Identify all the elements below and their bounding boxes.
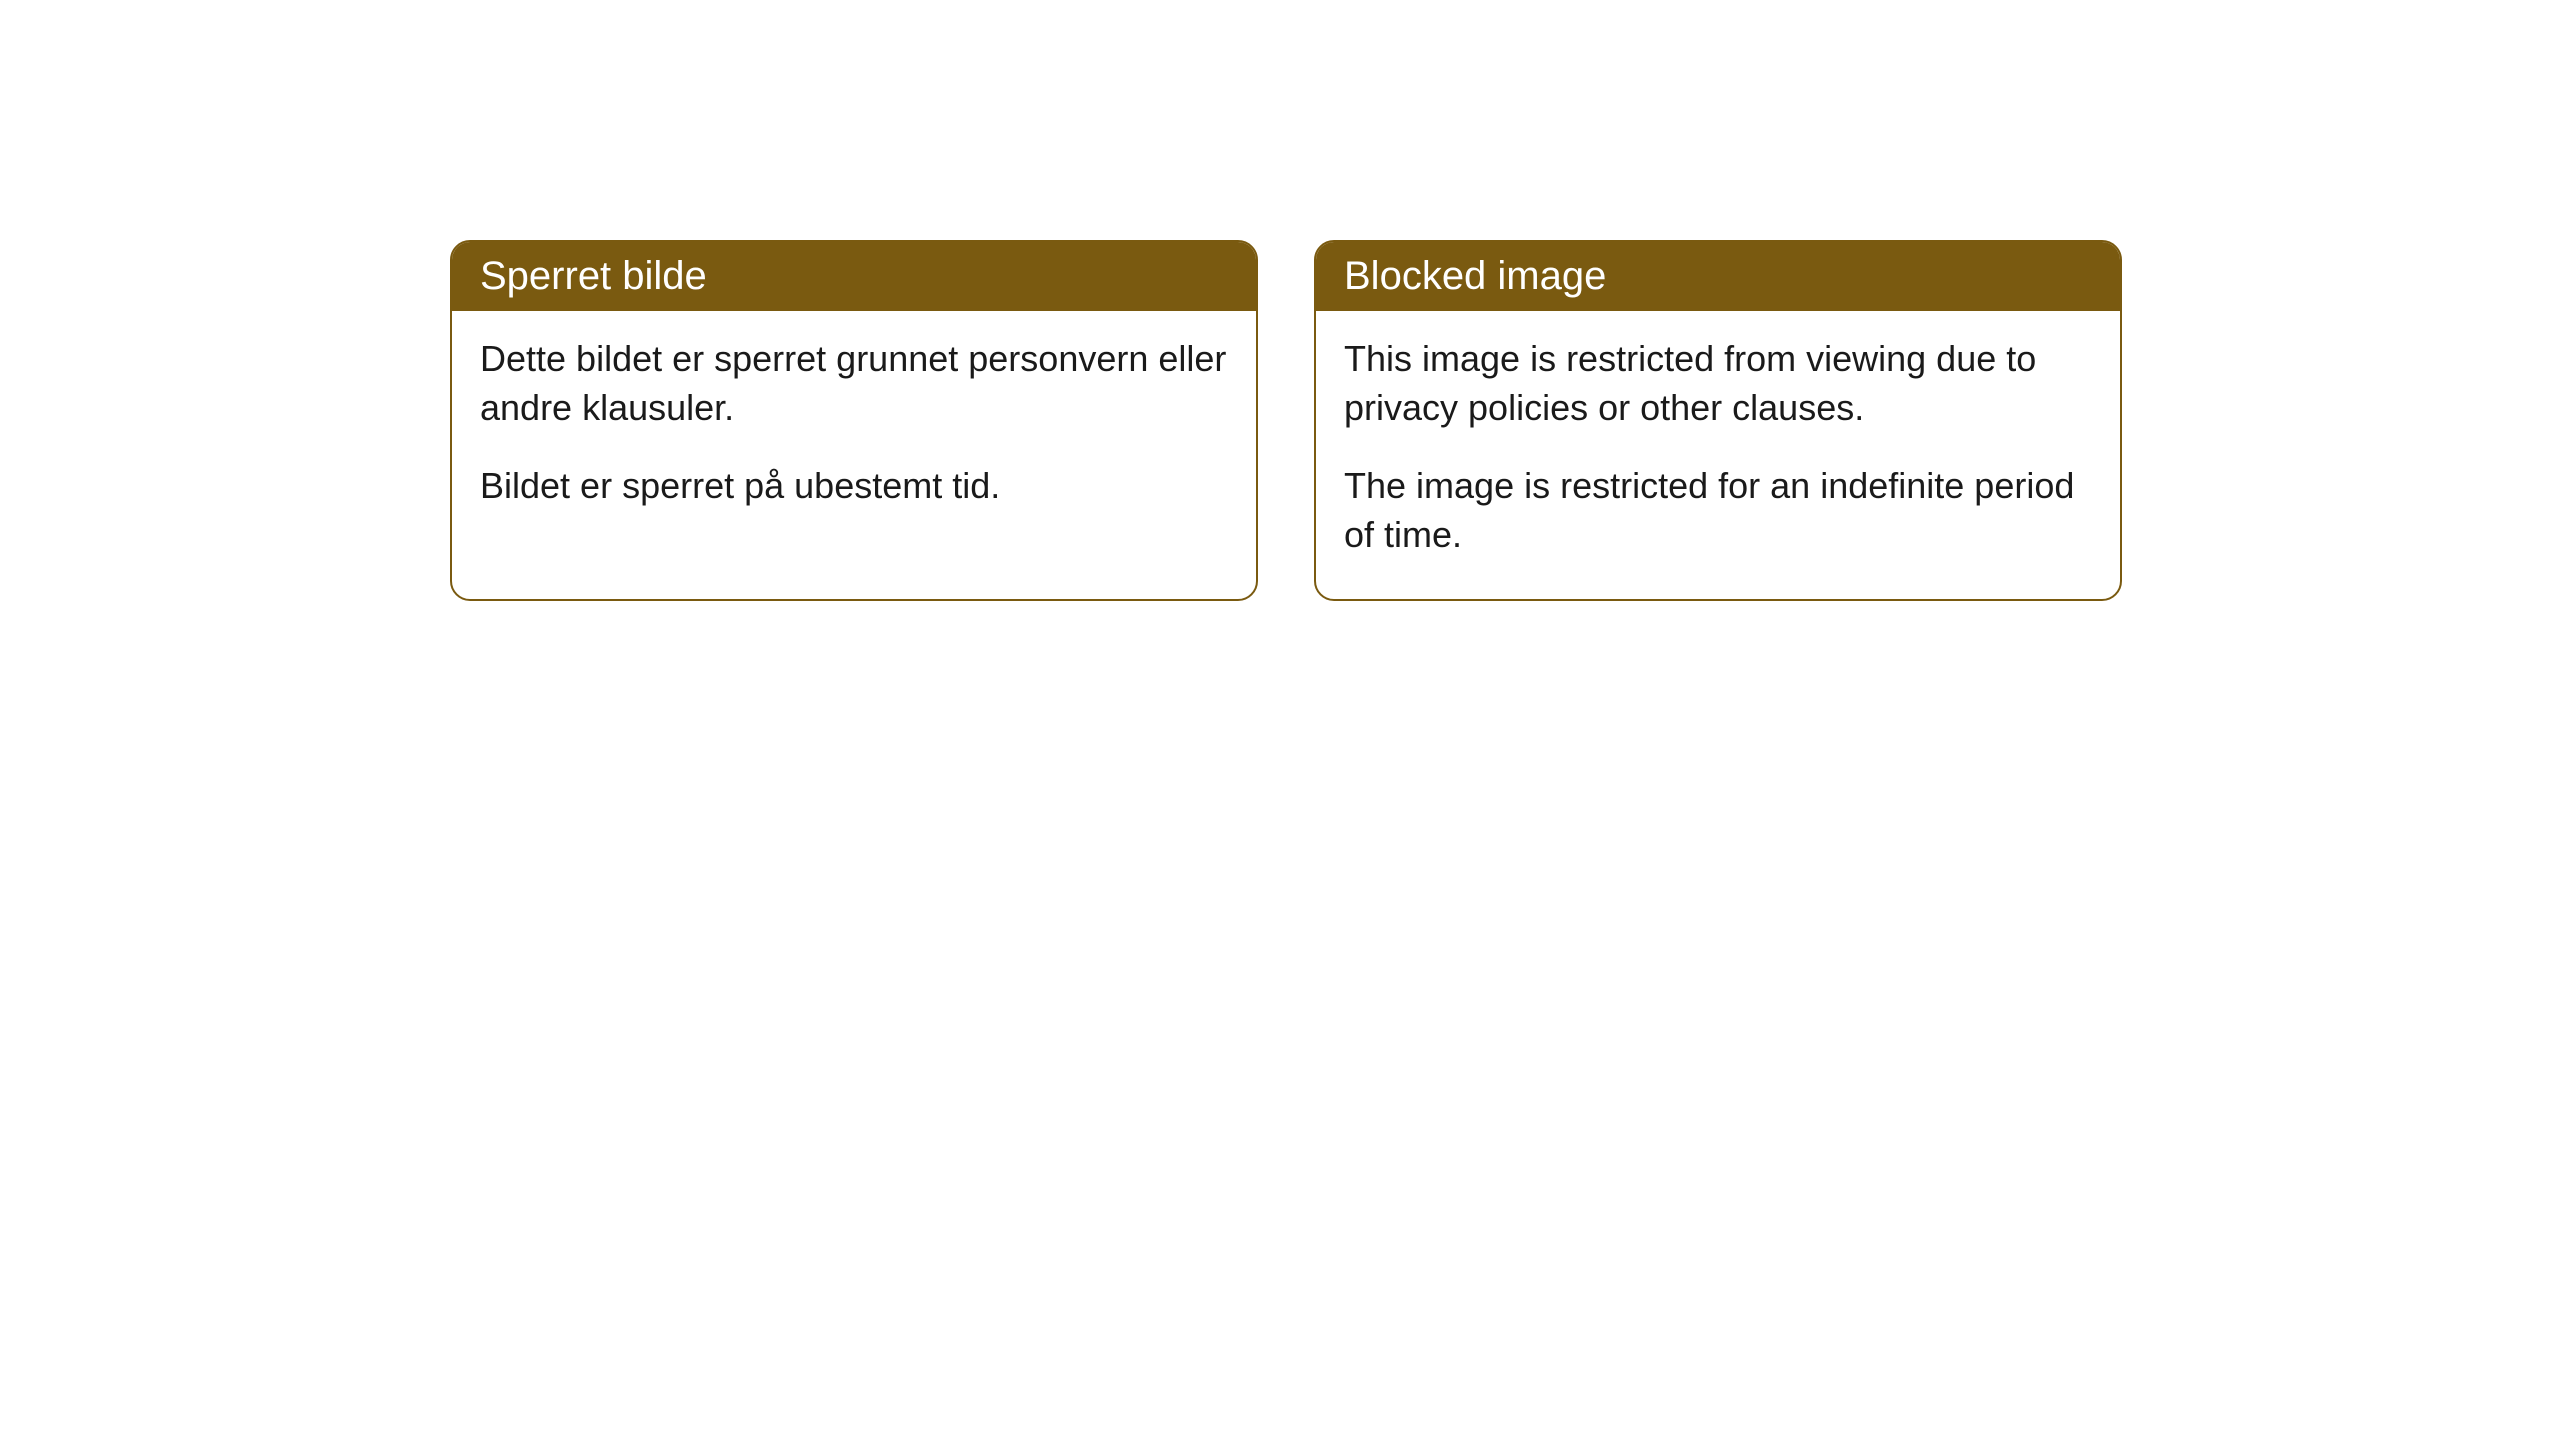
blocked-image-card-english: Blocked image This image is restricted f… — [1314, 240, 2122, 601]
card-container: Sperret bilde Dette bildet er sperret gr… — [450, 240, 2122, 601]
card-paragraph-1: This image is restricted from viewing du… — [1344, 335, 2092, 432]
card-header-english: Blocked image — [1316, 242, 2120, 311]
blocked-image-card-norwegian: Sperret bilde Dette bildet er sperret gr… — [450, 240, 1258, 601]
card-paragraph-2: Bildet er sperret på ubestemt tid. — [480, 462, 1228, 511]
card-body-english: This image is restricted from viewing du… — [1316, 311, 2120, 599]
card-body-norwegian: Dette bildet er sperret grunnet personve… — [452, 311, 1256, 551]
card-paragraph-1: Dette bildet er sperret grunnet personve… — [480, 335, 1228, 432]
card-paragraph-2: The image is restricted for an indefinit… — [1344, 462, 2092, 559]
card-header-norwegian: Sperret bilde — [452, 242, 1256, 311]
